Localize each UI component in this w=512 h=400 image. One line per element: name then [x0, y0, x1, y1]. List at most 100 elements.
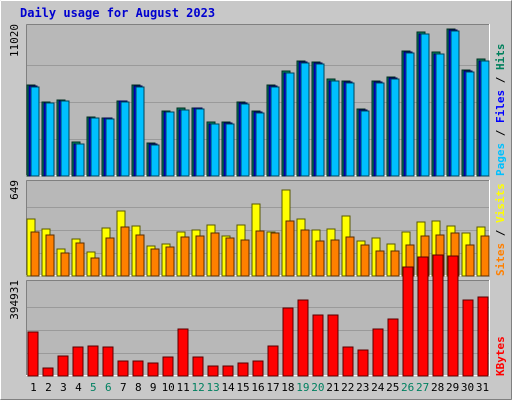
bar-pages-day-26 — [405, 52, 415, 177]
legend-item-files: Files — [494, 90, 507, 123]
x-tick-label: 24 — [371, 381, 385, 394]
legend-item-kbytes: KBytes — [494, 336, 507, 376]
bar-kbytes-day-19 — [297, 299, 309, 377]
legend-separator: / — [494, 123, 507, 143]
legend-middle: Sites / Visits — [494, 183, 507, 276]
x-tick-label: 13 — [206, 381, 219, 394]
bar-kbytes-day-22 — [342, 346, 354, 377]
bar-kbytes-day-5 — [87, 345, 99, 377]
bar-pages-day-9 — [150, 144, 160, 177]
bar-sites-day-3 — [60, 252, 70, 277]
bar-kbytes-day-7 — [117, 360, 129, 377]
bar-sites-day-20 — [315, 240, 325, 277]
bar-pages-day-16 — [255, 112, 265, 177]
bar-sites-day-14 — [225, 237, 235, 277]
bar-kbytes-day-24 — [372, 328, 384, 377]
bar-sites-day-25 — [390, 250, 400, 277]
x-tick-label: 5 — [90, 381, 97, 394]
bar-sites-day-31 — [480, 235, 490, 277]
x-tick-label: 12 — [192, 381, 205, 394]
x-axis-day-labels: 1 2 3 4 5 6 7 8 9 10 11 12 13 14 15 16 17 18 19 20 21 22 23 24 2… — [30, 381, 489, 394]
x-tick-label: 1 — [30, 381, 37, 394]
bar-kbytes-day-11 — [177, 328, 189, 377]
x-tick-label: 15 — [236, 381, 249, 394]
bar-sites-day-6 — [105, 237, 115, 277]
bar-sites-day-1 — [30, 231, 40, 277]
chart-title: Daily usage for August 2023 — [20, 6, 215, 20]
y-axis-max-label: 394931 — [8, 280, 21, 320]
bar-sites-day-8 — [135, 234, 145, 277]
bar-sites-day-2 — [45, 234, 55, 277]
panel-bottom: 394931 — [8, 254, 490, 377]
bar-pages-day-8 — [135, 86, 145, 177]
x-tick-label: 6 — [105, 381, 112, 394]
bar-pages-day-7 — [120, 101, 130, 177]
x-tick-label: 26 — [401, 381, 414, 394]
y-axis-max-label: 11020 — [8, 24, 21, 57]
bar-kbytes-day-26 — [402, 266, 414, 377]
bar-sites-day-22 — [345, 236, 355, 277]
bar-kbytes-day-29 — [447, 255, 459, 377]
bar-sites-day-9 — [150, 248, 160, 277]
x-tick-label: 8 — [135, 381, 142, 394]
x-tick-label: 17 — [266, 381, 279, 394]
bar-kbytes-day-2 — [42, 367, 54, 377]
bar-kbytes-day-23 — [357, 349, 369, 377]
bar-kbytes-day-15 — [237, 362, 249, 377]
bar-kbytes-day-13 — [207, 365, 219, 377]
x-tick-label: 23 — [356, 381, 369, 394]
x-tick-label: 4 — [75, 381, 82, 394]
bar-pages-day-25 — [390, 78, 400, 177]
bar-pages-day-24 — [375, 82, 385, 177]
bar-sites-day-11 — [180, 236, 190, 277]
bar-pages-day-2 — [45, 102, 55, 177]
bar-sites-day-30 — [465, 244, 475, 277]
bar-pages-day-10 — [165, 111, 175, 177]
x-tick-label: 22 — [341, 381, 354, 394]
bar-pages-day-22 — [345, 82, 355, 177]
bar-sites-day-24 — [375, 250, 385, 277]
bar-sites-day-13 — [210, 232, 220, 277]
bar-kbytes-day-4 — [72, 346, 84, 377]
bar-kbytes-day-17 — [267, 345, 279, 377]
x-tick-label: 27 — [416, 381, 429, 394]
x-tick-label: 25 — [386, 381, 399, 394]
legend-separator: / — [494, 223, 507, 243]
bar-sites-day-15 — [240, 239, 250, 277]
bar-pages-day-31 — [480, 60, 490, 177]
x-tick-label: 14 — [221, 381, 235, 394]
legends: Pages / Files / Hits Sites / Visits KBytes — [494, 44, 507, 377]
bar-kbytes-day-18 — [282, 307, 294, 377]
bar-kbytes-day-8 — [132, 360, 144, 377]
bar-kbytes-day-30 — [462, 299, 474, 377]
legend-item-visits: Visits — [494, 183, 507, 223]
bar-kbytes-day-10 — [162, 356, 174, 377]
y-axis-max-label: 649 — [8, 180, 21, 200]
x-tick-label: 18 — [281, 381, 294, 394]
bar-sites-day-21 — [330, 239, 340, 277]
bar-sites-day-4 — [75, 242, 85, 277]
x-tick-label: 7 — [120, 381, 127, 394]
bar-kbytes-day-20 — [312, 314, 324, 377]
x-tick-label: 2 — [45, 381, 52, 394]
bar-sites-day-7 — [120, 226, 130, 277]
x-tick-label: 10 — [162, 381, 175, 394]
legend-item-hits: Hits — [494, 44, 507, 71]
bar-pages-day-1 — [30, 86, 40, 177]
legend-item-pages: Pages — [494, 143, 507, 176]
bar-kbytes-day-27 — [417, 256, 429, 377]
bar-kbytes-day-16 — [252, 360, 264, 377]
bar-pages-day-20 — [315, 63, 325, 177]
bar-pages-day-4 — [75, 143, 85, 177]
x-tick-label: 28 — [431, 381, 444, 394]
x-tick-label: 21 — [326, 381, 339, 394]
bar-kbytes-day-14 — [222, 365, 234, 377]
x-tick-label: 9 — [150, 381, 157, 394]
bar-kbytes-day-6 — [102, 346, 114, 377]
bar-pages-day-27 — [420, 33, 430, 177]
bar-sites-day-10 — [165, 246, 175, 277]
chart-panels: 11020 649 394931 — [8, 24, 490, 377]
bar-pages-day-13 — [210, 123, 220, 177]
legend-separator: / — [494, 70, 507, 90]
